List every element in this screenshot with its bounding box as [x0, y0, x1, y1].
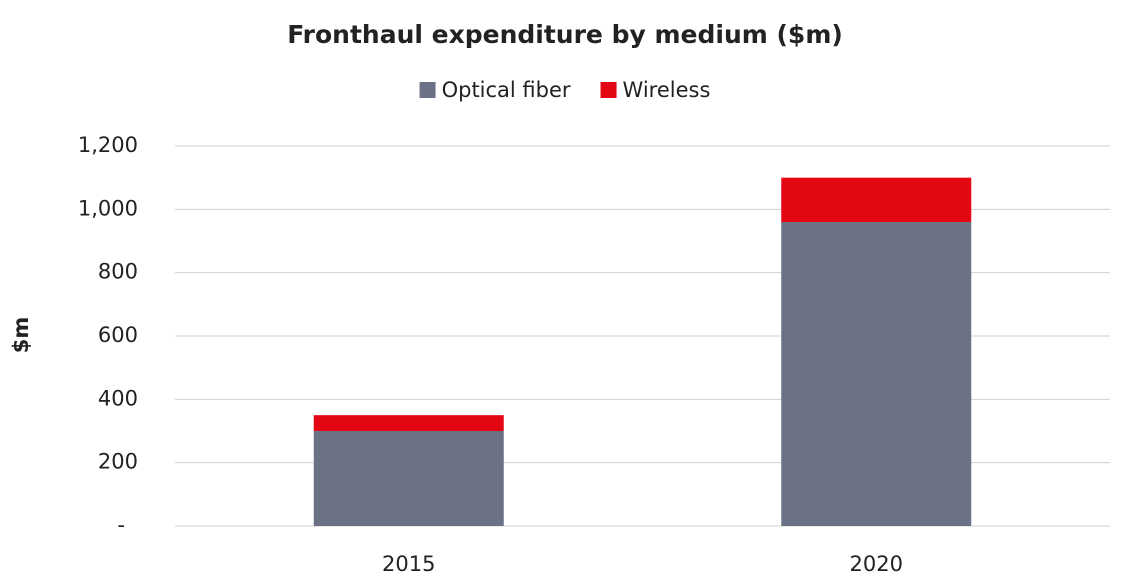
legend-swatch	[419, 82, 436, 98]
x-tick-label: 2015	[382, 552, 435, 576]
y-tick-label: 600	[98, 323, 138, 347]
y-tick-label: 200	[98, 450, 138, 474]
bar-segment	[781, 222, 972, 526]
x-tick-label: 2020	[850, 552, 903, 576]
y-tick-label: 400	[98, 386, 138, 410]
chart-title: Fronthaul expenditure by medium ($m)	[287, 20, 843, 49]
bar-segment	[781, 177, 972, 222]
y-tick-label: -	[117, 513, 125, 537]
legend-swatch	[600, 82, 617, 98]
y-tick-label: 1,000	[78, 196, 138, 220]
y-axis-label: $m	[9, 317, 33, 354]
legend-label: Optical fiber	[442, 78, 571, 102]
y-tick-label: 800	[98, 260, 138, 284]
y-tick-label: 1,200	[78, 133, 138, 157]
legend-label: Wireless	[623, 78, 711, 102]
bar-segment	[313, 415, 504, 431]
bar-segment	[313, 431, 504, 526]
